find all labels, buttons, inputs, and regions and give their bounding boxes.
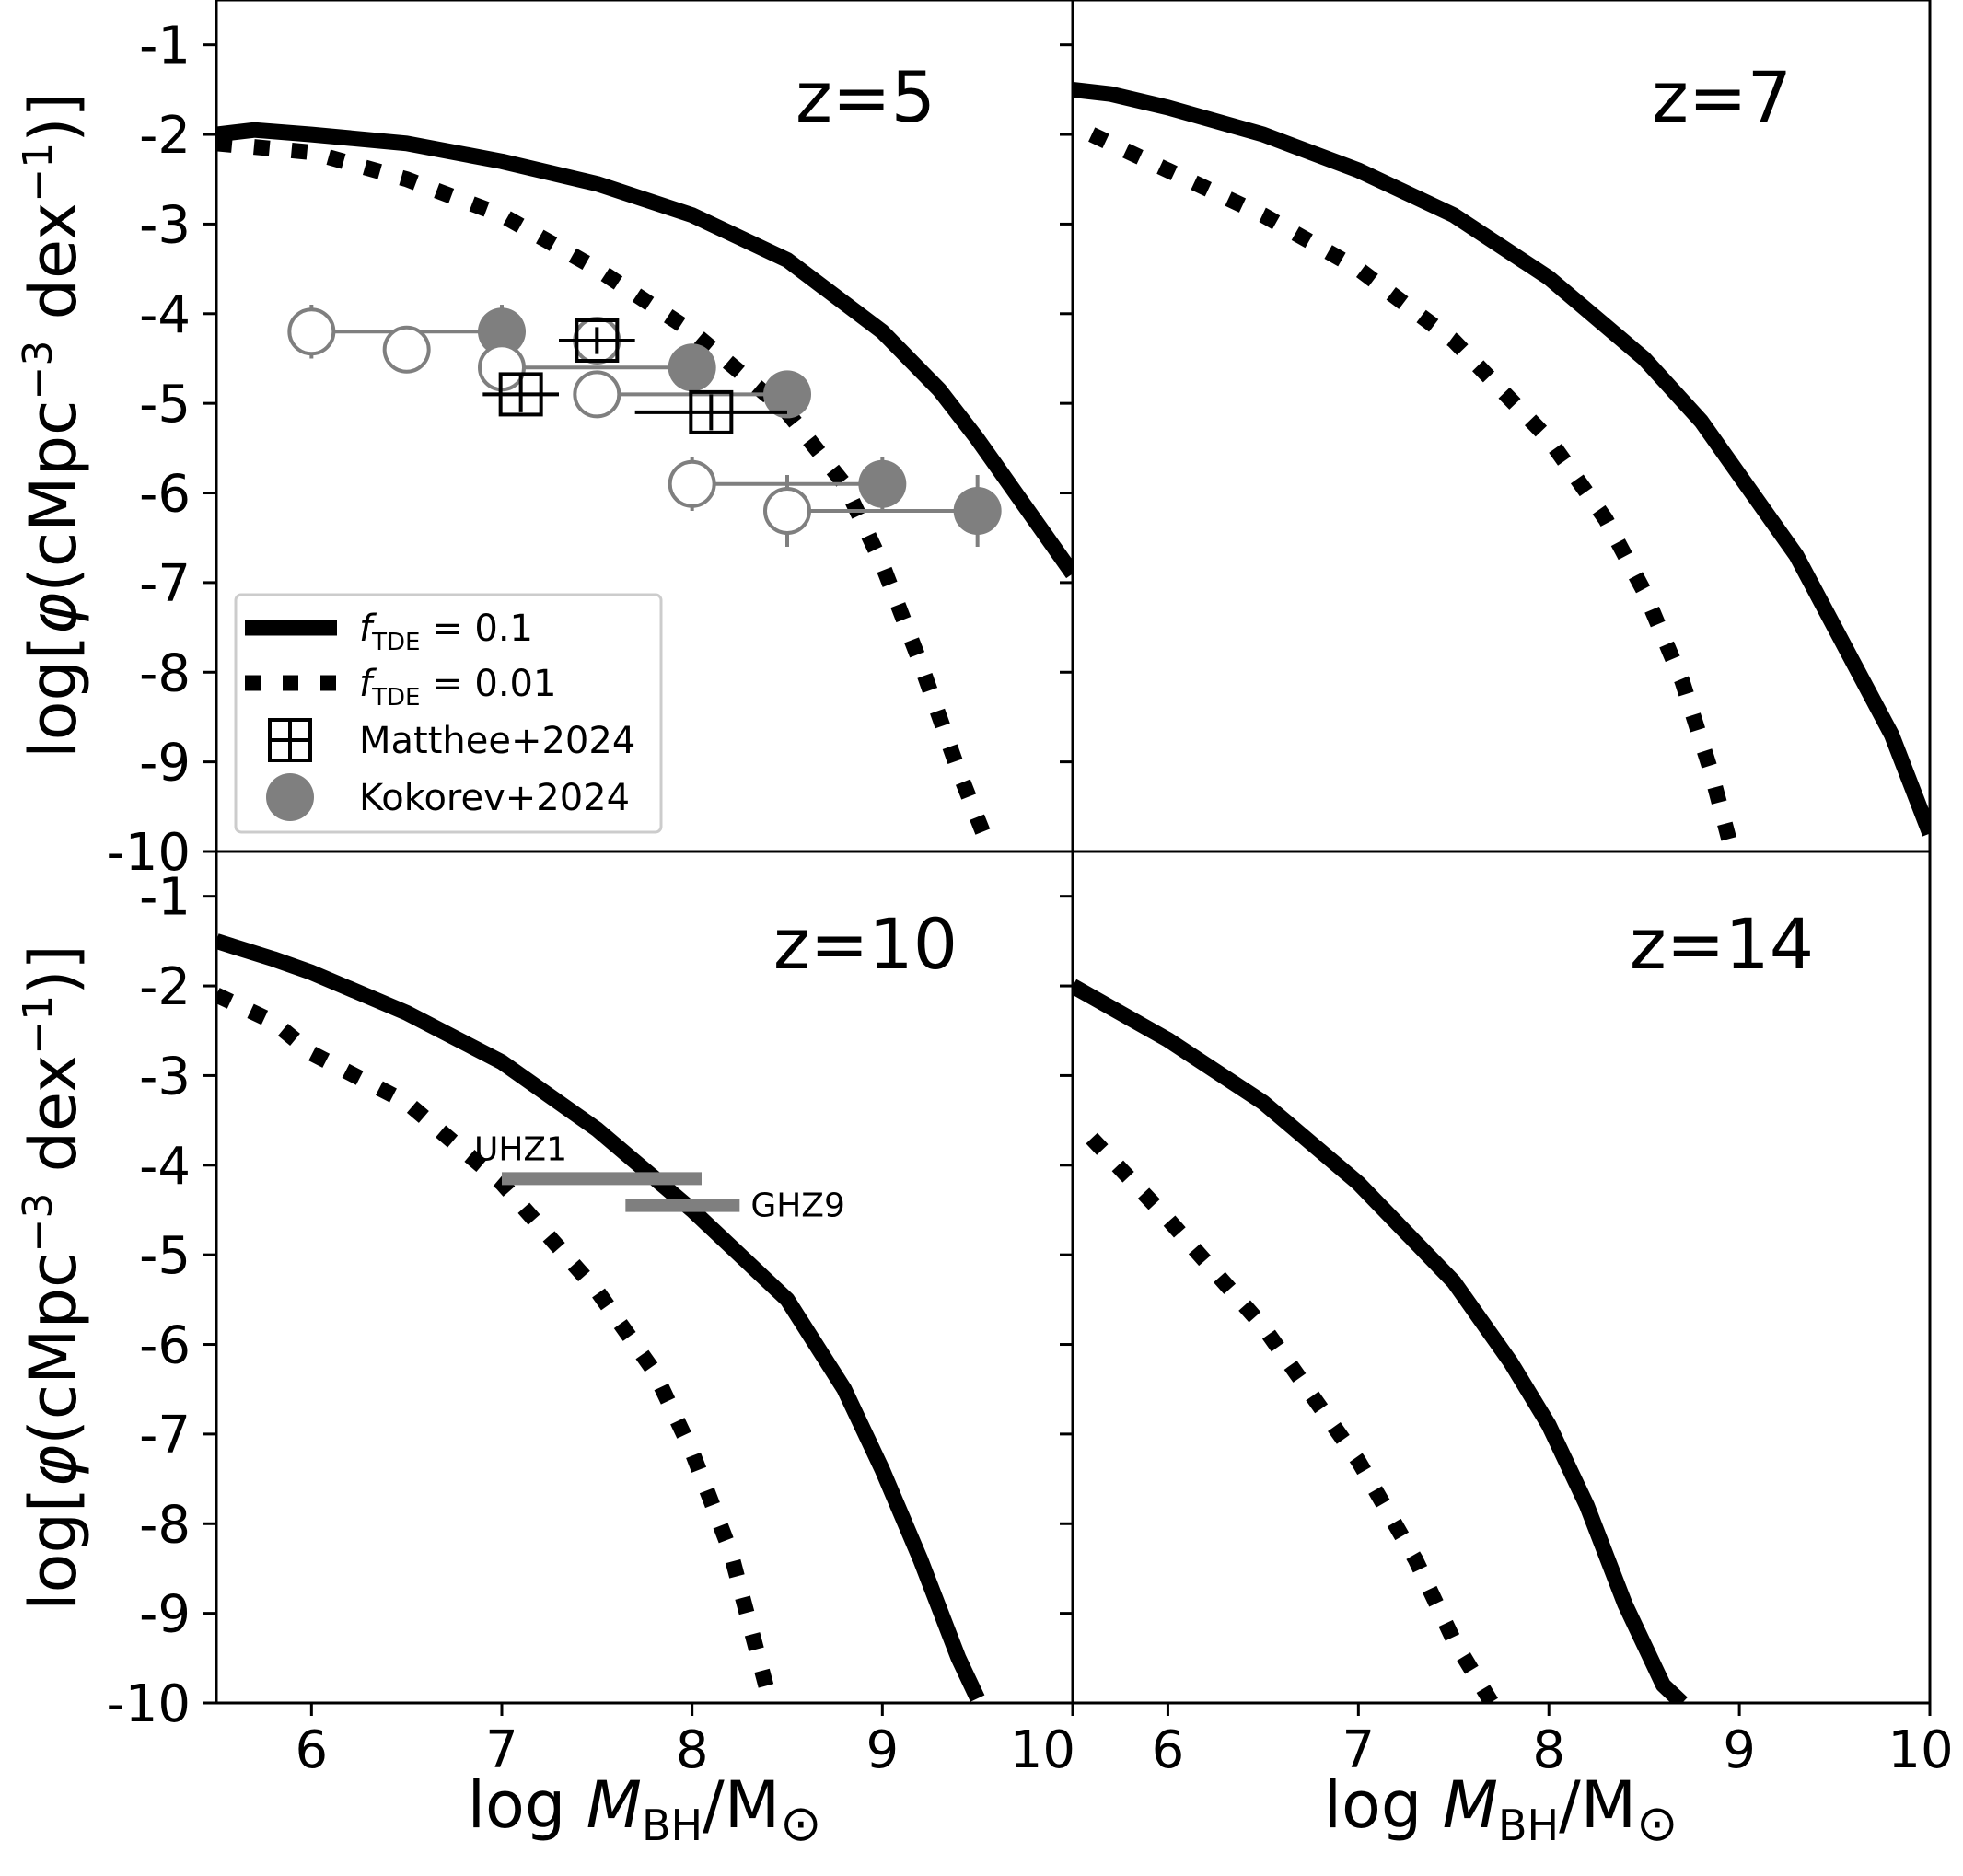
y-tick-label: -1 xyxy=(139,17,191,76)
series-ftde-0.01-line xyxy=(1086,1132,1499,1703)
series-ftde-0.01-line xyxy=(216,135,994,846)
series-ftde-0.1-line xyxy=(216,122,1073,579)
y-tick-label: -6 xyxy=(139,465,191,525)
y-tick-label: -9 xyxy=(139,1585,191,1645)
kokorev-point xyxy=(858,459,907,508)
panel-label-z=5: z=5 xyxy=(796,56,935,138)
open-marker xyxy=(382,325,431,374)
panel-frame-3 xyxy=(1071,850,1932,1705)
x-tick-label: 8 xyxy=(676,1720,709,1780)
kokorev-lower-marker xyxy=(763,487,811,535)
x-tick-label: 9 xyxy=(866,1720,900,1780)
obs-group xyxy=(287,305,1002,547)
y-tick-label: -9 xyxy=(139,734,191,793)
legend-label-2: Matthee+2024 xyxy=(359,720,635,762)
y-tick-label: -6 xyxy=(139,1316,191,1376)
annotation-label-ghz9: GHZ9 xyxy=(750,1187,845,1225)
annotation-label-uhz1: UHZ1 xyxy=(474,1130,567,1168)
y-tick-label: -7 xyxy=(139,1406,191,1465)
series-ftde-0.1-line xyxy=(216,933,985,1702)
x-tick-label: 7 xyxy=(1342,1720,1376,1780)
x-tick-label: 7 xyxy=(485,1720,518,1780)
y-tick-label: -4 xyxy=(139,285,191,345)
kokorev-point xyxy=(668,343,716,392)
y-tick-label: -8 xyxy=(139,643,191,703)
kokorev-point xyxy=(478,307,526,356)
legend-label-3: Kokorev+2024 xyxy=(359,777,630,819)
panel-label-z=7: z=7 xyxy=(1652,56,1792,138)
y-tick-label: -8 xyxy=(139,1495,191,1555)
y-tick-label: -4 xyxy=(139,1137,191,1197)
y-axis-title: log[φ(cMpc−3 dex−1)] xyxy=(15,944,91,1611)
kokorev-lower-marker xyxy=(668,459,716,508)
x-tick-label: 10 xyxy=(1888,1720,1953,1780)
x-tick-label: 6 xyxy=(296,1720,329,1780)
y-tick-label: -3 xyxy=(139,1047,191,1106)
y-tick-label: -7 xyxy=(139,554,191,614)
legend-box xyxy=(234,593,663,834)
y-tick-label: -10 xyxy=(107,823,191,883)
y-axis-title: log[φ(cMpc−3 dex−1)] xyxy=(15,92,91,759)
panel-frame-1 xyxy=(1071,0,1932,853)
series-ftde-0.1-line xyxy=(1073,979,1688,1703)
panel-curves-0 xyxy=(216,122,1073,846)
x-tick-label: 9 xyxy=(1723,1720,1756,1780)
y-tick-label: -5 xyxy=(139,375,191,434)
x-axis-title: log MBH/M⊙ xyxy=(1324,1767,1678,1852)
curves-layer xyxy=(216,81,1930,1703)
y-tick-label: -1 xyxy=(139,868,191,928)
text-layer: UHZ1GHZ9-1-2-3-4-5-6-7-8-9-10-1-2-3-4-5-… xyxy=(15,17,1954,1852)
series-ftde-0.1-line xyxy=(1073,81,1930,837)
matthee-point xyxy=(575,318,620,363)
kokorev-lower-marker xyxy=(573,370,621,419)
y-tick-label: -3 xyxy=(139,195,191,255)
matthee-point xyxy=(498,372,543,417)
x-tick-label: 8 xyxy=(1532,1720,1565,1780)
panel-curves-1 xyxy=(1073,81,1930,845)
series-ftde-0.01-line xyxy=(1088,127,1738,845)
y-tick-label: -2 xyxy=(139,106,191,166)
y-tick-label: -5 xyxy=(139,1226,191,1286)
kokorev-lower-marker xyxy=(287,307,336,356)
x-axis-title: log MBH/M⊙ xyxy=(468,1767,822,1852)
axes-layer xyxy=(203,0,1932,1716)
panel-curves-3 xyxy=(1073,979,1688,1703)
kokorev-point xyxy=(953,487,1002,535)
panel-label-z=10: z=10 xyxy=(773,903,958,985)
observations-layer xyxy=(287,305,1002,1212)
series-ftde-0.01-line xyxy=(216,988,776,1697)
matthee-point xyxy=(689,389,734,434)
y-tick-label: -10 xyxy=(107,1674,191,1734)
panel-curves-2 xyxy=(216,933,985,1702)
y-tick-label: -2 xyxy=(139,957,191,1017)
x-tick-label: 6 xyxy=(1152,1720,1185,1780)
x-tick-label: 10 xyxy=(1010,1720,1075,1780)
legend-kokorev-marker xyxy=(266,773,314,821)
panel-label-z=14: z=14 xyxy=(1630,903,1814,985)
kokorev-point xyxy=(763,370,811,419)
